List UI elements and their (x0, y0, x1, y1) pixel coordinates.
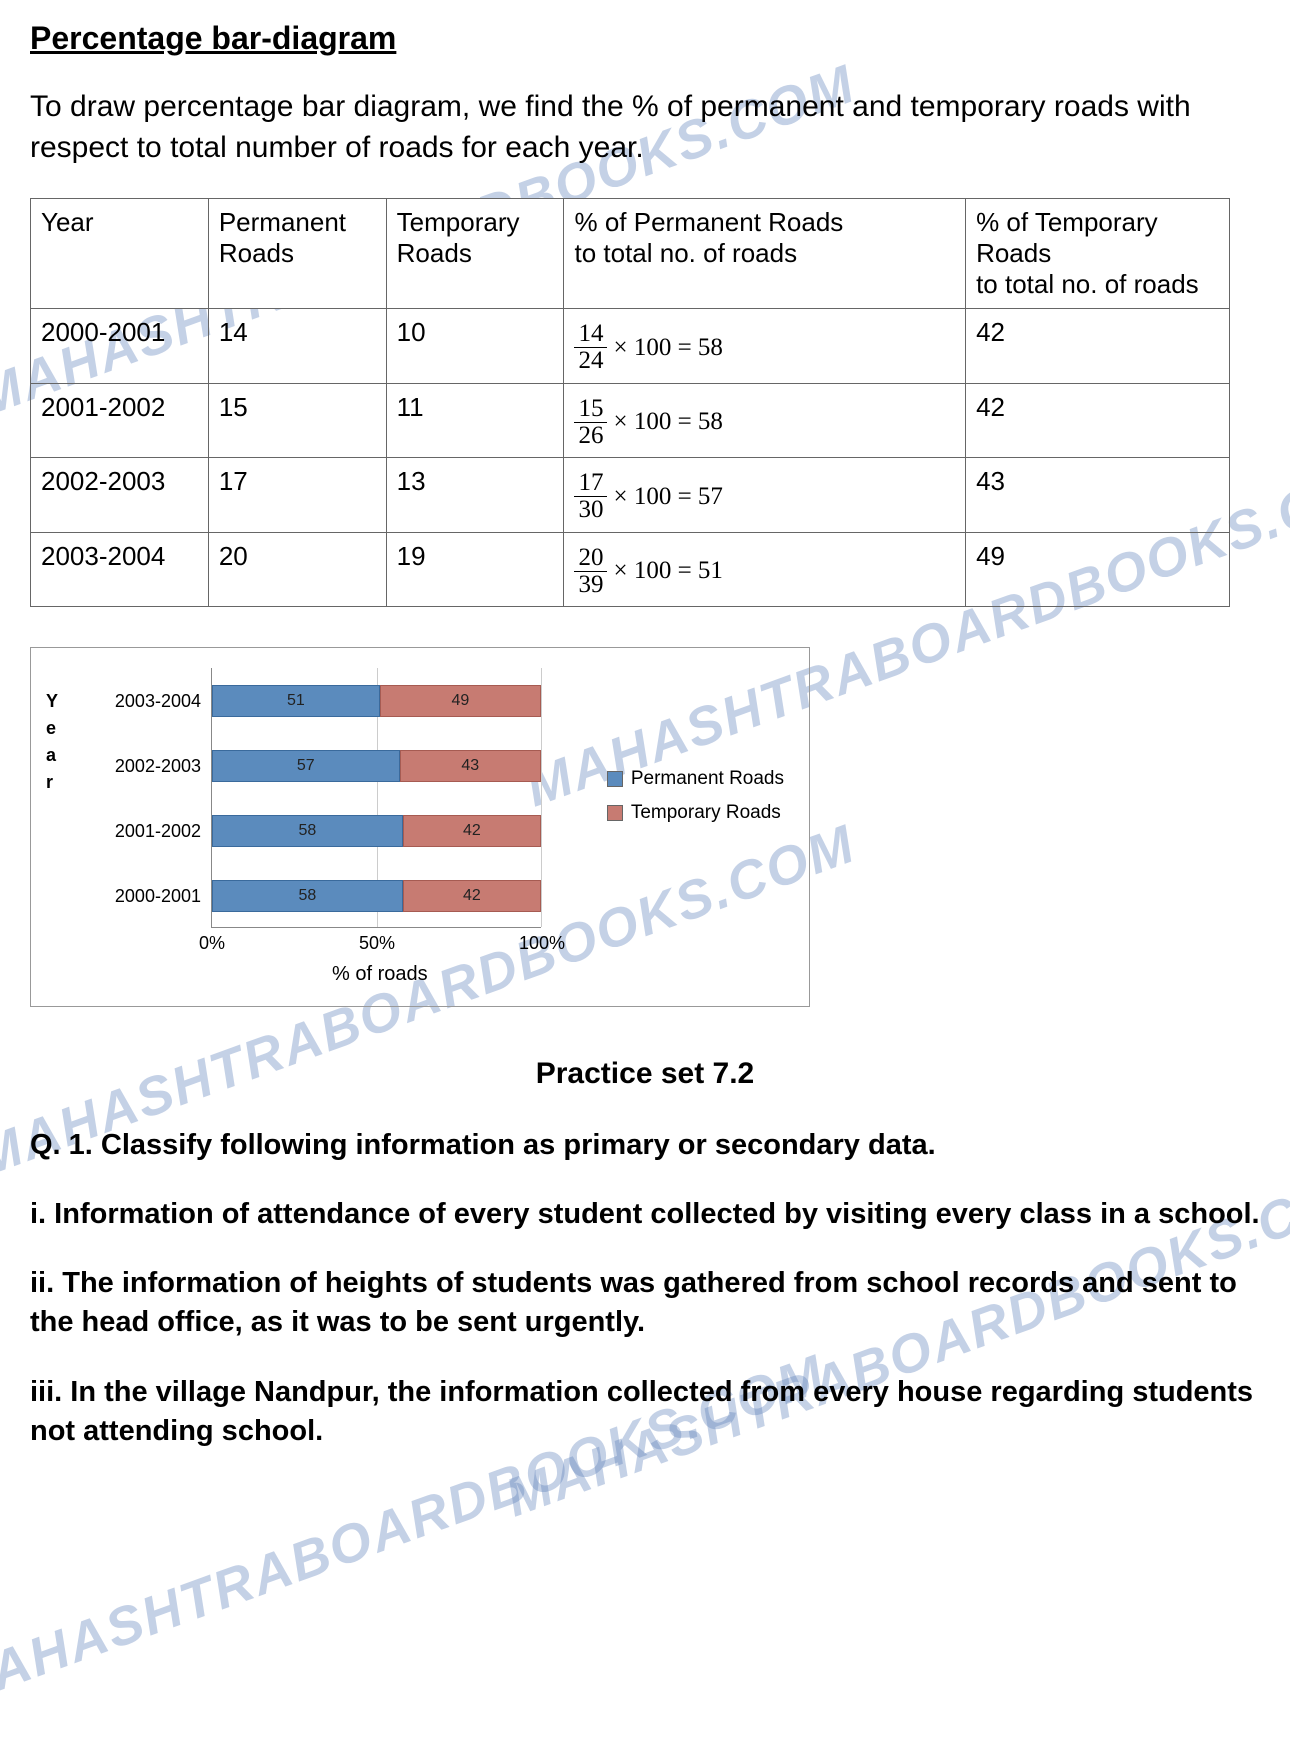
chart-bar-row: 5743 (212, 750, 541, 782)
cell-temp: 10 (386, 309, 564, 384)
th-ppct-l1: % of Permanent Roads (574, 207, 843, 237)
table-row: 2000-200114101424× 100 = 5842 (31, 309, 1230, 384)
page-title: Percentage bar-diagram (30, 20, 1260, 57)
th-ppct: % of Permanent Roads to total no. of roa… (564, 199, 966, 309)
th-tpct-l2: to total no. of roads (976, 269, 1199, 299)
table-body: 2000-200114101424× 100 = 58422001-200215… (31, 309, 1230, 607)
gridline (541, 668, 542, 927)
th-temp: Temporary Roads (386, 199, 564, 309)
table-row: 2002-200317131730× 100 = 5743 (31, 458, 1230, 533)
chart-xtick: 100% (519, 933, 565, 954)
cell-temp: 11 (386, 383, 564, 458)
cell-tpct: 43 (966, 458, 1230, 533)
cell-perm: 15 (208, 383, 386, 458)
legend-swatch-icon (607, 805, 623, 821)
cell-ppct: 1526× 100 = 58 (564, 383, 966, 458)
legend-item-temporary: Temporary Roads (607, 802, 784, 824)
cell-year: 2003-2004 (31, 532, 209, 607)
legend-label: Temporary Roads (631, 802, 781, 824)
th-tpct: % of Temporary Roads to total no. of roa… (966, 199, 1230, 309)
cell-temp: 19 (386, 532, 564, 607)
chart-xaxis-label: % of roads (332, 963, 428, 986)
chart-category-label: 2000-2001 (81, 886, 201, 907)
chart-category-label: 2002-2003 (81, 756, 201, 777)
th-tpct-l1: % of Temporary Roads (976, 207, 1158, 268)
cell-tpct: 49 (966, 532, 1230, 607)
cell-ppct: 2039× 100 = 51 (564, 532, 966, 607)
cell-tpct: 42 (966, 383, 1230, 458)
roads-table: Year Permanent Roads Temporary Roads % o… (30, 198, 1230, 607)
th-perm: Permanent Roads (208, 199, 386, 309)
bar-segment-temporary: 43 (400, 750, 541, 782)
cell-perm: 20 (208, 532, 386, 607)
cell-perm: 14 (208, 309, 386, 384)
bar-segment-temporary: 49 (380, 685, 541, 717)
practice-heading: Practice set 7.2 (30, 1057, 1260, 1091)
chart-category-label: 2003-2004 (81, 691, 201, 712)
chart-xtick: 0% (199, 933, 225, 954)
chart-xtick: 50% (359, 933, 395, 954)
question-1-iii: iii. In the village Nandpur, the informa… (30, 1373, 1260, 1451)
question-1-ii: ii. The information of heights of studen… (30, 1264, 1260, 1342)
question-1-i: i. Information of attendance of every st… (30, 1195, 1260, 1234)
bar-segment-permanent: 58 (212, 815, 403, 847)
cell-ppct: 1730× 100 = 57 (564, 458, 966, 533)
bar-segment-permanent: 51 (212, 685, 380, 717)
chart-legend: Permanent Roads Temporary Roads (607, 768, 784, 836)
chart-bar-row: 5842 (212, 880, 541, 912)
cell-temp: 13 (386, 458, 564, 533)
legend-item-permanent: Permanent Roads (607, 768, 784, 790)
chart-bar-row: 5842 (212, 815, 541, 847)
question-1: Q. 1. Classify following information as … (30, 1126, 1260, 1165)
th-ppct-l2: to total no. of roads (574, 238, 797, 268)
bar-segment-permanent: 58 (212, 880, 403, 912)
bar-segment-temporary: 42 (403, 815, 541, 847)
th-year: Year (31, 199, 209, 309)
bar-segment-permanent: 57 (212, 750, 400, 782)
bar-segment-temporary: 42 (403, 880, 541, 912)
cell-perm: 17 (208, 458, 386, 533)
intro-text: To draw percentage bar diagram, we find … (30, 87, 1260, 168)
percentage-bar-chart: Year 2003-200451492002-200357432001-2002… (30, 647, 810, 1007)
cell-year: 2000-2001 (31, 309, 209, 384)
chart-yaxis-label: Year (46, 688, 58, 796)
cell-year: 2002-2003 (31, 458, 209, 533)
legend-label: Permanent Roads (631, 768, 784, 790)
cell-ppct: 1424× 100 = 58 (564, 309, 966, 384)
chart-category-label: 2001-2002 (81, 821, 201, 842)
chart-bar-row: 5149 (212, 685, 541, 717)
cell-tpct: 42 (966, 309, 1230, 384)
cell-year: 2001-2002 (31, 383, 209, 458)
legend-swatch-icon (607, 771, 623, 787)
table-row: 2003-200420192039× 100 = 5149 (31, 532, 1230, 607)
chart-plot-area: 2003-200451492002-200357432001-200258422… (211, 668, 541, 928)
table-row: 2001-200215111526× 100 = 5842 (31, 383, 1230, 458)
